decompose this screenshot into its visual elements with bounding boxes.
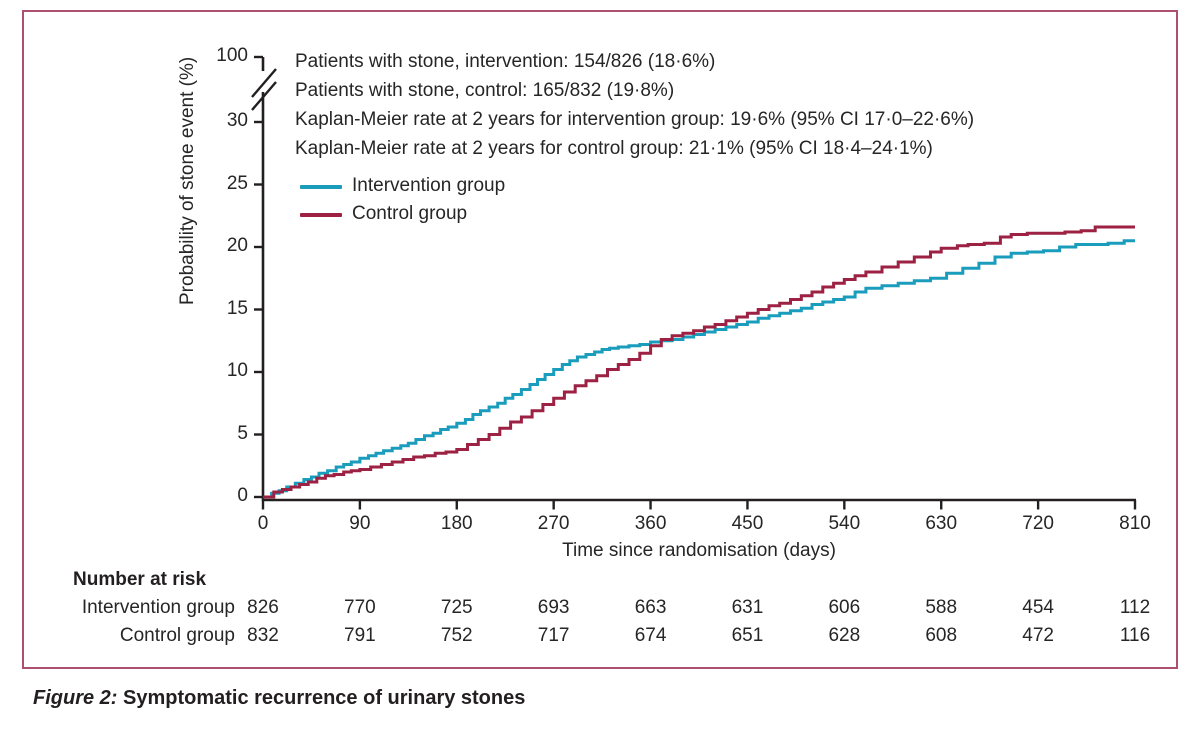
risk-value: 717: [537, 625, 570, 646]
legend-label-control: Control group: [352, 203, 468, 224]
y-tick-label: 10: [226, 360, 248, 381]
y-tick-label: 20: [226, 235, 248, 256]
x-tick-label: 810: [1119, 513, 1151, 534]
x-tick-label: 180: [440, 513, 473, 534]
risk-value: 752: [440, 625, 473, 646]
risk-value: 116: [1119, 625, 1151, 646]
figure-caption-title: Symptomatic recurrence of urinary stones: [117, 687, 526, 709]
risk-value: 588: [925, 597, 958, 618]
annotation-patients-intervention: Patients with stone, intervention: 154/8…: [295, 51, 716, 72]
risk-table-header: Number at risk: [73, 569, 207, 590]
x-tick-label: 450: [731, 513, 764, 534]
x-tick-label: 540: [828, 513, 861, 534]
risk-value: 832: [247, 625, 279, 646]
risk-value: 472: [1022, 625, 1054, 646]
x-tick-label: 90: [349, 513, 371, 534]
risk-value: 454: [1022, 597, 1054, 618]
risk-value: 606: [828, 597, 861, 618]
risk-value: 631: [731, 597, 764, 618]
y-tick-label: 5: [237, 422, 248, 444]
intervention-curve: [263, 239, 1135, 499]
y-tick-label: 15: [226, 297, 248, 319]
axis-break-slash-icon: [251, 68, 277, 98]
axis-break-slash-icon: [251, 81, 277, 111]
risk-value: 725: [440, 597, 473, 618]
risk-value: 791: [344, 625, 376, 646]
x-tick-label: 630: [925, 513, 958, 534]
x-axis-title: Time since randomisation (days): [562, 540, 836, 561]
risk-value: 651: [731, 625, 764, 646]
annotation-km-rate-intervention: Kaplan-Meier rate at 2 years for interve…: [295, 109, 975, 130]
figure-frame: [22, 10, 1178, 669]
x-tick-label: 720: [1022, 513, 1054, 534]
y-tick-label: 30: [226, 110, 248, 131]
control-curve: [263, 225, 1135, 499]
legend-swatch-intervention: [300, 185, 342, 189]
risk-row-label: Control group: [119, 625, 235, 646]
figure-caption: Figure 2: Symptomatic recurrence of urin…: [33, 687, 525, 710]
risk-value: 693: [537, 597, 570, 618]
y-tick-label: 25: [226, 172, 248, 194]
risk-value: 663: [634, 597, 667, 618]
risk-value: 770: [344, 597, 376, 618]
risk-value: 826: [247, 597, 279, 618]
risk-row-label: Intervention group: [81, 597, 235, 618]
y-tick-label-break-top: 100: [216, 45, 248, 66]
risk-value: 674: [634, 625, 667, 646]
legend-swatch-control: [300, 213, 342, 217]
x-tick-label: 360: [634, 513, 667, 534]
annotation-patients-control: Patients with stone, control: 165/832 (1…: [295, 80, 675, 101]
legend-label-intervention: Intervention group: [352, 175, 506, 196]
x-tick-label: 270: [537, 513, 570, 534]
risk-value: 628: [828, 625, 861, 646]
x-tick-label: 0: [257, 513, 269, 534]
figure-caption-number: Figure 2:: [33, 687, 118, 709]
y-tick-label: 0: [237, 485, 248, 506]
annotation-km-rate-control: Kaplan-Meier rate at 2 years for control…: [295, 138, 933, 159]
risk-value: 608: [925, 625, 958, 646]
risk-value: 112: [1119, 597, 1151, 618]
